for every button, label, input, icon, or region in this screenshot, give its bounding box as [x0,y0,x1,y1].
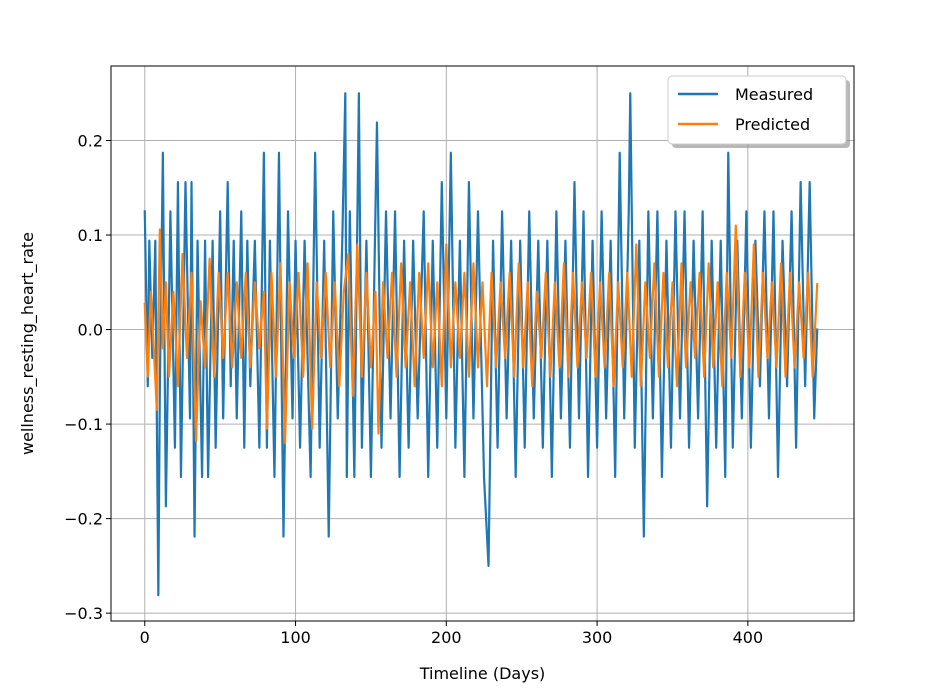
series-layer [143,92,819,597]
series-line-predicted [143,224,819,445]
x-tick-label: 0 [140,628,150,647]
legend-label-measured: Measured [735,85,813,104]
x-tick-label: 200 [431,628,462,647]
x-tick-label: 300 [582,628,613,647]
y-tick-label: −0.3 [64,604,103,623]
ticks: 0 100 200 300 400 −0.3 −0.2 −0.1 0.0 0.1 0.2 [64,131,763,647]
y-tick-label: −0.2 [64,510,103,529]
plot-frame [110,65,855,622]
series-line-measured [143,92,819,597]
y-axis-label: wellness_resting_heart_rate [18,232,38,455]
y-tick-label: 0.0 [78,321,103,340]
legend-label-predicted: Predicted [735,115,810,134]
y-tick-label: 0.1 [78,226,103,245]
x-tick-label: 400 [733,628,764,647]
x-axis-label: Timeline (Days) [419,664,546,683]
legend: Measured Predicted [667,75,850,148]
y-tick-label: −0.1 [64,415,103,434]
y-tick-label: 0.2 [78,131,103,150]
x-tick-label: 100 [280,628,311,647]
